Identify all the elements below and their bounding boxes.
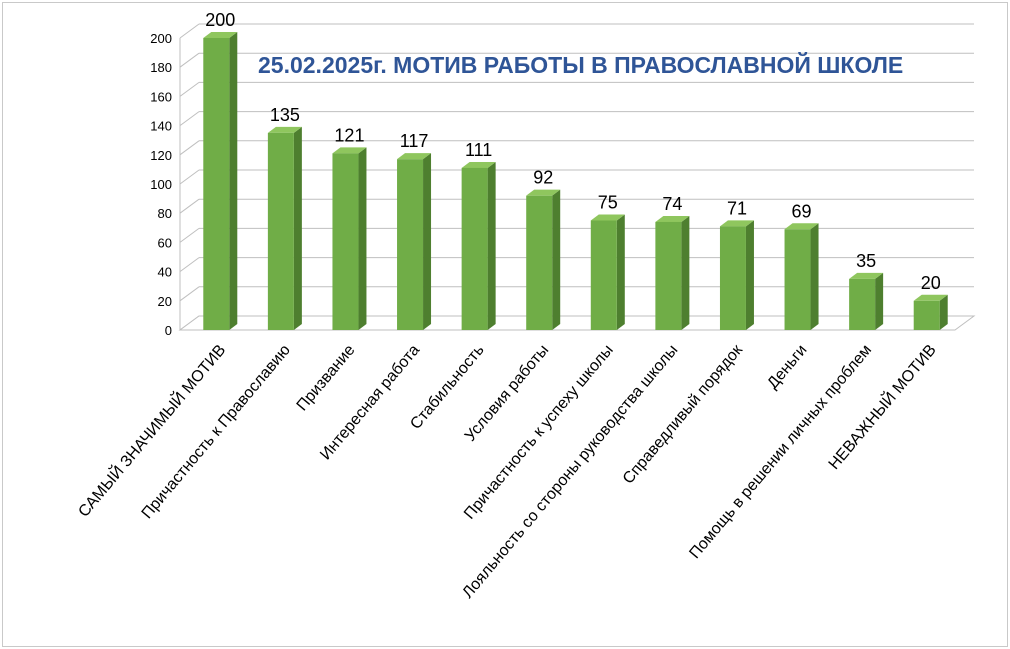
bar-top <box>590 214 625 221</box>
bar-top <box>332 147 367 154</box>
gridline-side <box>179 23 200 39</box>
bar-side <box>358 147 367 330</box>
chart-floor <box>178 315 976 331</box>
gridline-side <box>179 81 200 97</box>
bar <box>913 300 940 330</box>
bar <box>397 159 424 330</box>
bar-side <box>681 215 690 330</box>
gridline-side <box>179 198 200 214</box>
data-label: 69 <box>792 201 812 221</box>
y-tick-label: 140 <box>150 119 172 134</box>
bar-top <box>267 126 302 133</box>
bar-top <box>526 189 561 196</box>
gridline-side <box>179 286 200 302</box>
bar-top <box>397 153 432 160</box>
bar-side <box>616 214 625 330</box>
y-tick-label: 180 <box>150 60 172 75</box>
data-label: 75 <box>598 193 618 213</box>
x-tick-label: Призвание <box>294 342 359 415</box>
data-label: 71 <box>727 198 747 218</box>
bar <box>267 132 294 330</box>
bar-side <box>939 294 948 330</box>
bar-side <box>229 32 238 330</box>
bar-top <box>719 220 754 227</box>
bar <box>590 220 617 330</box>
bar-side <box>423 153 432 330</box>
y-tick-label: 40 <box>158 265 172 280</box>
y-tick-label: 160 <box>150 89 172 104</box>
gridline-side <box>179 257 200 273</box>
chart-title: 25.02.2025г. МОТИВ РАБОТЫ В ПРАВОСЛАВНОЙ… <box>258 52 904 78</box>
x-tick-label: Деньги <box>764 342 810 393</box>
bar <box>526 195 553 330</box>
gridline-side <box>179 227 200 243</box>
bar-top <box>784 223 819 230</box>
bar-top <box>655 215 690 222</box>
data-label: 200 <box>205 10 235 30</box>
data-label: 117 <box>400 131 429 151</box>
data-label: 20 <box>921 273 941 293</box>
gridline-side <box>179 140 200 156</box>
bar <box>332 153 359 330</box>
bar <box>784 229 811 330</box>
data-label: 135 <box>270 105 300 125</box>
data-label: 121 <box>334 125 364 145</box>
bar-side <box>487 161 496 330</box>
y-tick-label: 0 <box>165 323 172 338</box>
bar-side <box>552 189 561 330</box>
data-label: 111 <box>465 140 492 160</box>
bar <box>849 278 876 330</box>
bar-top <box>849 272 884 279</box>
data-label: 92 <box>533 168 553 188</box>
x-tick-label: Справедливый порядок <box>620 341 747 488</box>
bar <box>655 221 682 330</box>
bar-top <box>461 161 496 168</box>
bar-side <box>745 220 754 330</box>
bar-side <box>810 223 819 330</box>
bar <box>461 167 488 330</box>
x-tick-label: НЕВАЖНЫЙ МОТИВ <box>824 340 940 473</box>
data-label: 74 <box>662 194 682 214</box>
gridline-side <box>179 169 200 185</box>
bar-top <box>913 294 948 301</box>
bar <box>203 38 230 330</box>
y-tick-label: 100 <box>150 177 172 192</box>
y-tick-label: 80 <box>158 206 172 221</box>
gridline-side <box>179 111 200 127</box>
y-tick-label: 20 <box>158 294 172 309</box>
y-tick-label: 60 <box>158 235 172 250</box>
y-tick-label: 120 <box>150 148 172 163</box>
bar-side <box>875 272 884 330</box>
data-label: 35 <box>856 251 876 271</box>
bar <box>719 226 746 330</box>
y-tick-label: 200 <box>150 31 172 46</box>
gridline-side <box>179 52 200 68</box>
bar-side <box>293 126 302 331</box>
bar-top <box>203 32 238 38</box>
